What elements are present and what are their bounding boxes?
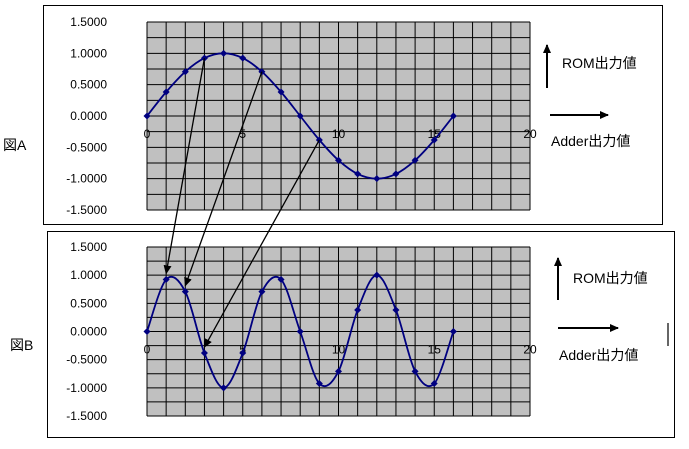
mapping-arrow: [184, 71, 263, 287]
x-axis-label-a: Adder出力値: [551, 133, 630, 149]
data-point: [239, 54, 247, 62]
data-point: [277, 275, 285, 283]
y-tick-label: -0.5000: [66, 353, 107, 367]
figure-a-label: 図A: [3, 137, 27, 153]
x-tick-label: 15: [428, 343, 442, 357]
data-point: [392, 170, 400, 178]
chart-b: 1.5000 1.0000 0.5000 0.0000 -0.5000 -1.0000 -1…: [66, 240, 537, 423]
x-tick-label: 20: [523, 127, 537, 141]
data-point: [200, 349, 208, 357]
y-tick-label: 0.0000: [70, 109, 107, 123]
y-tick-label: -1.5000: [66, 409, 107, 423]
data-point: [162, 88, 170, 96]
y-tick-label: -1.0000: [66, 381, 107, 395]
data-point: [143, 112, 151, 120]
data-point: [449, 112, 457, 120]
x-tick-label: 15: [428, 127, 442, 141]
x-tick-label: 20: [523, 343, 537, 357]
x-axis-label-b: Adder出力値: [559, 347, 638, 363]
data-point: [411, 156, 419, 164]
data-point: [335, 156, 342, 164]
y-tick-label: -1.0000: [66, 172, 107, 186]
data-point: [392, 306, 400, 314]
x-tick-label: 0: [144, 343, 151, 357]
data-point: [220, 49, 228, 57]
mapping-arrow: [203, 139, 320, 348]
x-tick-label: 10: [332, 343, 346, 357]
data-point: [449, 328, 457, 335]
data-point: [373, 271, 381, 279]
data-point: [162, 275, 170, 283]
data-point: [315, 380, 323, 388]
y-tick-label: -1.5000: [66, 203, 107, 217]
y-tick-label: 1.5000: [70, 240, 107, 254]
data-point: [258, 288, 266, 296]
y-tick-label: 0.0000: [70, 325, 107, 339]
chart-a: 1.5000 1.0000 0.5000 0.0000 -0.5000 -1.0000 -1…: [66, 15, 537, 217]
data-point: [143, 328, 151, 335]
y-axis-label-b: ROM出力値: [573, 270, 648, 286]
data-point: [354, 306, 362, 314]
data-point: [430, 380, 438, 388]
data-point: [181, 68, 189, 76]
y-axis-label-a: ROM出力値: [562, 55, 637, 71]
figure-b-label: 図B: [10, 337, 34, 353]
data-point: [411, 367, 419, 375]
data-point: [296, 328, 304, 335]
y-tick-label: -0.5000: [66, 140, 107, 154]
y-tick-label: 0.5000: [70, 296, 107, 310]
data-point: [335, 367, 342, 375]
mapping-arrow: [163, 57, 206, 275]
data-point: [220, 384, 228, 392]
x-tick-label: 5: [239, 343, 246, 357]
y-tick-label: 1.0000: [70, 46, 107, 60]
y-tick-label: 1.0000: [70, 268, 107, 282]
mapping-arrows: [163, 57, 320, 348]
x-tick-label: 10: [332, 127, 346, 141]
data-point: [239, 349, 247, 357]
data-point: [181, 288, 189, 296]
x-tick-label: 0: [144, 127, 151, 141]
data-point: [296, 112, 304, 120]
data-point: [430, 136, 438, 144]
y-tick-label: 1.5000: [70, 15, 107, 29]
data-point: [354, 170, 362, 178]
data-point: [277, 88, 285, 96]
y-tick-label: 0.5000: [70, 78, 107, 92]
x-tick-label: 5: [239, 127, 246, 141]
data-point: [373, 175, 381, 183]
